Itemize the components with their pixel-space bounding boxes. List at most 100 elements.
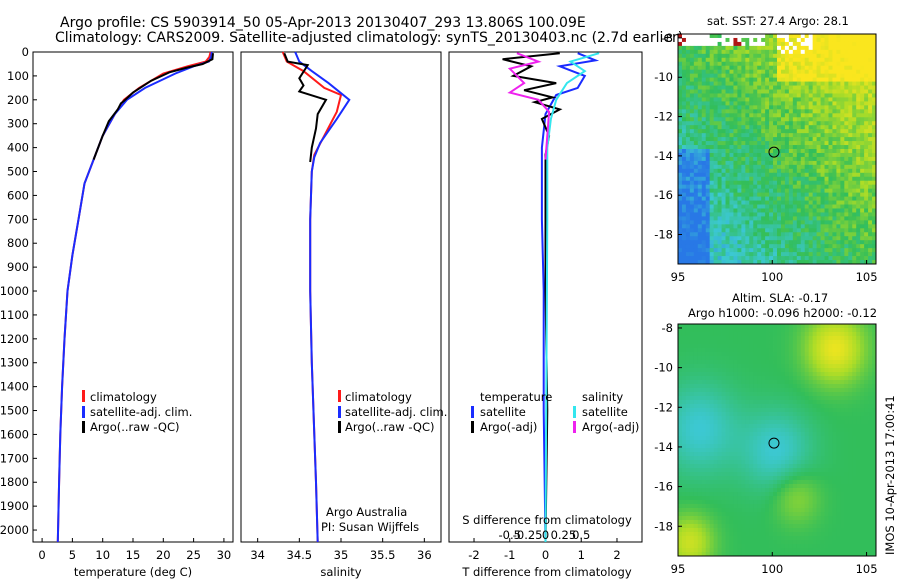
map-cell (788, 336, 794, 341)
map-cell (717, 220, 722, 225)
map-cell (769, 424, 774, 429)
map-cell (812, 133, 817, 138)
map-cell (697, 34, 703, 39)
map-cell (804, 456, 810, 461)
map-cell (836, 85, 841, 90)
map-cell (848, 444, 853, 449)
map-cell (689, 372, 695, 377)
map-cell (777, 129, 782, 134)
map-cell (733, 212, 738, 217)
map-cell (824, 129, 829, 134)
map-cell (705, 192, 711, 197)
map-cell (717, 376, 722, 381)
map-cell (828, 45, 833, 51)
map-cell (749, 81, 754, 86)
map-cell (836, 396, 841, 401)
map-cell (816, 376, 821, 381)
map-cell (745, 356, 750, 361)
map-cell (784, 352, 790, 357)
map-cell (753, 109, 758, 114)
map-cell (824, 400, 829, 405)
map-cell (737, 380, 742, 385)
series-line-climatology (56, 51, 212, 543)
map-cell (777, 97, 782, 102)
map-cell (852, 53, 857, 59)
map-cell (832, 89, 837, 94)
map-cell (745, 137, 750, 142)
map-cell (868, 34, 873, 39)
map-cell (852, 34, 857, 39)
map-cell (745, 432, 750, 437)
map-cell (737, 85, 742, 90)
map-cell (713, 224, 718, 229)
map-cell (812, 164, 817, 170)
map-cell (856, 200, 861, 205)
map-cell (824, 228, 829, 233)
map-cell (852, 145, 857, 150)
map-cell (681, 160, 687, 166)
map-cell (681, 125, 687, 130)
temperature-profile-panel: 0100200300400500600700800900100011001200… (0, 45, 234, 579)
map-cell (713, 380, 718, 385)
map-cell (681, 77, 687, 82)
map-cell (824, 180, 829, 186)
depth-tick-label: 1700 (0, 451, 29, 465)
map-cell (769, 208, 774, 213)
map-cell (769, 133, 774, 138)
map-cell (840, 220, 845, 225)
map-cell (709, 372, 715, 377)
map-cell (709, 224, 715, 229)
map-cell (784, 133, 790, 138)
map-cell (713, 37, 718, 43)
map-cell (709, 204, 715, 209)
map-cell (725, 368, 730, 373)
map-cell (737, 61, 742, 67)
map-cell (788, 34, 794, 39)
map-cell (868, 160, 873, 166)
map-cell (733, 188, 738, 194)
map-cell (741, 432, 746, 437)
map-cell (685, 133, 691, 138)
difference-legend-salinity: salinity satellite Argo(-adj) (573, 390, 639, 434)
map-cell (713, 117, 718, 122)
map-cell (856, 232, 861, 237)
map-cell (788, 432, 794, 437)
map-cell (812, 160, 817, 166)
map-cell (725, 141, 730, 146)
map-cell (678, 105, 683, 110)
map-cell (777, 168, 782, 174)
map-cell (697, 440, 703, 445)
map-cell (836, 113, 841, 118)
map-cell (808, 220, 814, 225)
map-cell (689, 332, 695, 337)
map-cell (713, 396, 718, 401)
map-cell (717, 85, 722, 90)
map-cell (848, 420, 853, 425)
map-cell (749, 232, 754, 237)
map-cell (868, 368, 873, 373)
map-cell (788, 85, 794, 90)
map-cell (872, 468, 877, 473)
map-cell (705, 260, 711, 265)
map-cell (852, 472, 857, 477)
map-cell (745, 336, 750, 341)
map-cell (733, 65, 738, 71)
map-cell (808, 328, 814, 333)
map-cell (820, 34, 825, 39)
map-cell (685, 105, 691, 110)
map-cell (713, 248, 718, 253)
map-cell (681, 49, 687, 55)
map-cell (872, 149, 877, 154)
map-cell (745, 376, 750, 381)
map-cell (796, 452, 802, 457)
map-cell (824, 424, 829, 429)
map-cell (689, 220, 695, 225)
map-cell (717, 45, 722, 51)
map-cell (678, 228, 683, 233)
map-cell (701, 392, 707, 397)
map-cell (697, 81, 703, 86)
map-cell (860, 212, 865, 217)
map-cell (792, 404, 798, 409)
map-cell (733, 93, 738, 98)
map-cell (725, 236, 730, 241)
